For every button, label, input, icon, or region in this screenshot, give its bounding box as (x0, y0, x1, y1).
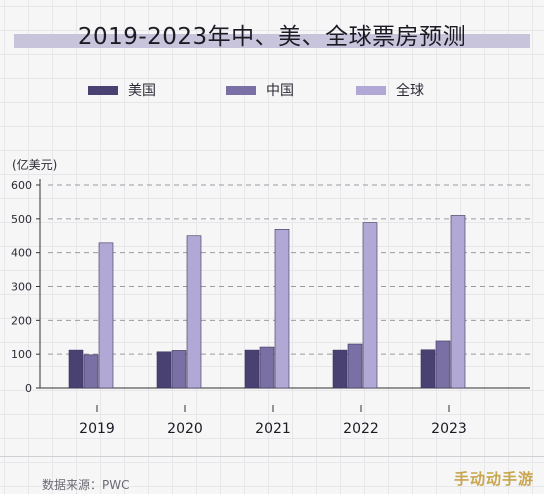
bar-global-2019 (98, 242, 114, 389)
legend-item-global: 全球 (356, 80, 424, 100)
chart-title: 2019-2023年中、美、全球票房预测 (77, 24, 467, 50)
x-tick-label: 2021 (255, 421, 291, 437)
bar-global-2023 (450, 215, 466, 389)
bar-global-2022 (362, 222, 378, 389)
bar-us-2021 (244, 349, 260, 389)
legend-swatch-global (356, 85, 386, 95)
y-tick-label: 400 (11, 247, 32, 260)
bar-china-2022 (347, 343, 363, 389)
legend-item-us: 美国 (88, 80, 156, 100)
bottom-divider (0, 456, 544, 457)
y-tick-label: 200 (11, 314, 32, 327)
bar-china-2020 (171, 350, 187, 389)
title-band (14, 34, 530, 48)
x-tick-label: 2019 (79, 421, 115, 437)
bar-china-2021 (259, 346, 275, 389)
x-tick-label: 2022 (343, 421, 379, 437)
legend-label-global: 全球 (396, 83, 424, 99)
y-tick-label: 0 (25, 382, 32, 395)
x-tick-label: 2020 (167, 421, 203, 437)
site-watermark: 手动动手游 (453, 470, 534, 488)
legend-swatch-china (226, 85, 256, 95)
y-tick-label: 100 (11, 348, 32, 361)
legend-label-us: 美国 (128, 83, 156, 99)
y-axis-unit-label: (亿美元) (12, 158, 58, 172)
legend-label-china: 中国 (266, 83, 294, 99)
bar-global-2021 (274, 229, 290, 389)
bar-china-2023 (435, 340, 451, 389)
x-tick-label: 2023 (431, 421, 467, 437)
bar-china-2019 (83, 354, 99, 389)
bar-us-2019 (68, 349, 84, 389)
legend-item-china: 中国 (226, 80, 294, 100)
y-tick-label: 500 (11, 213, 32, 226)
bar-us-2023 (420, 349, 436, 389)
y-tick-label: 600 (11, 179, 32, 192)
bar-us-2022 (332, 349, 348, 389)
source-note: 数据来源：PWC (42, 478, 130, 492)
legend-swatch-us (88, 85, 118, 95)
y-tick-label: 300 (11, 281, 32, 294)
bar-global-2020 (186, 235, 202, 389)
bar-us-2020 (156, 351, 172, 389)
